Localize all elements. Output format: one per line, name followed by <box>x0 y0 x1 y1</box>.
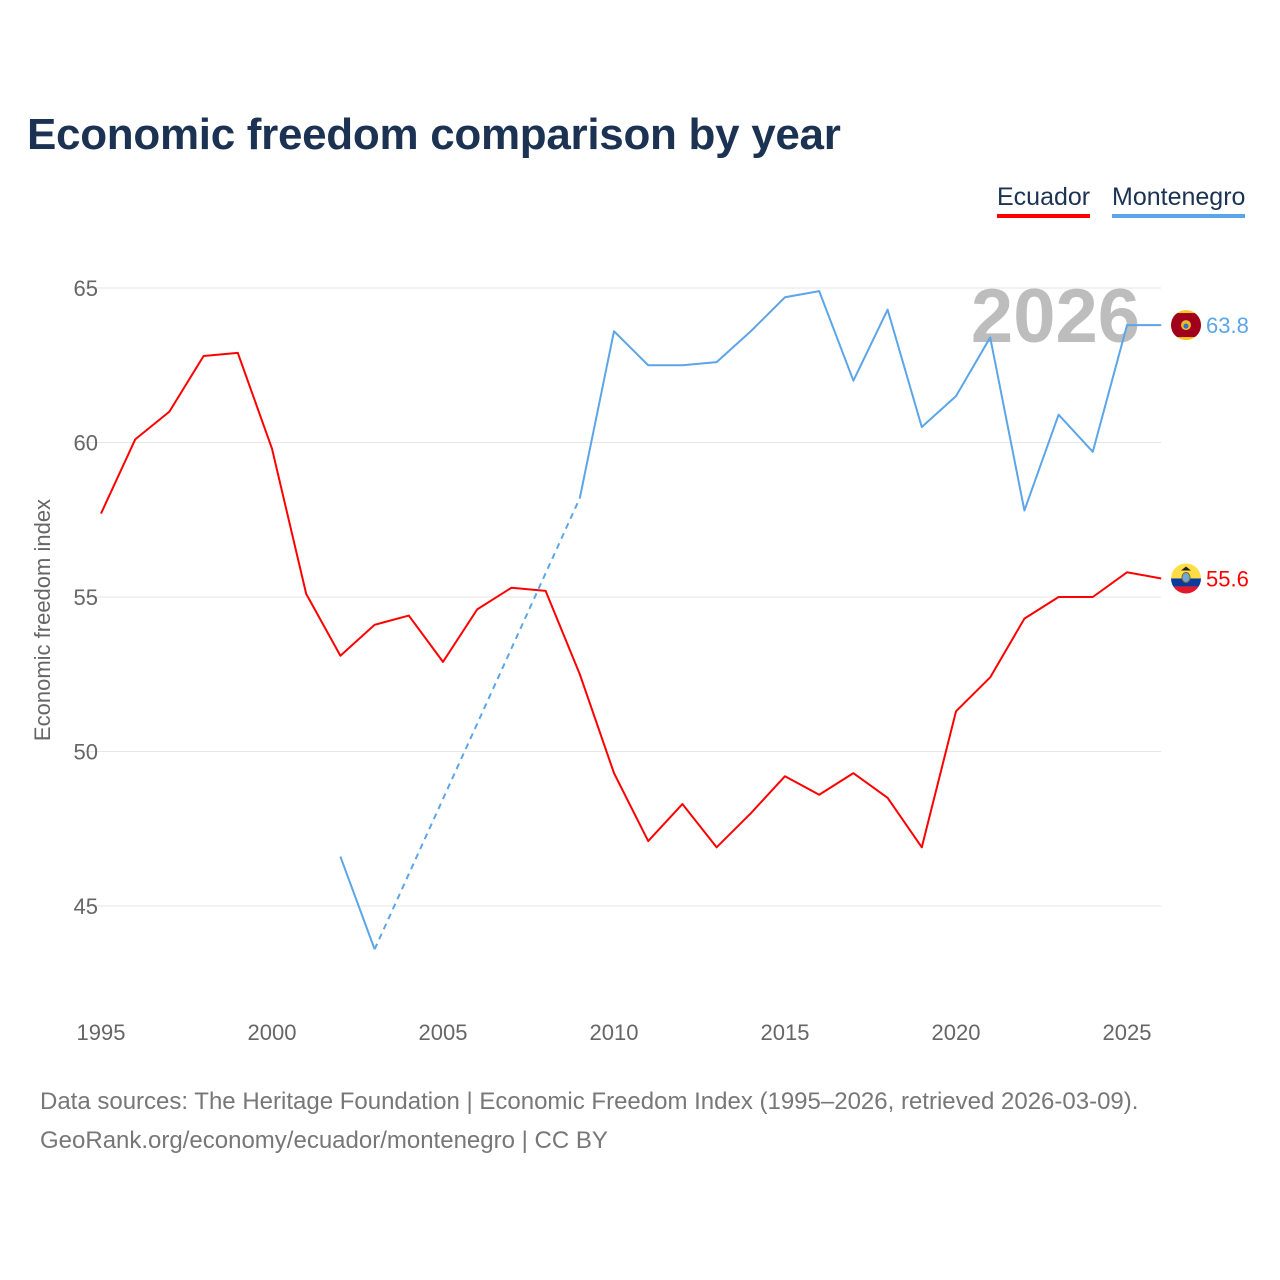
y-tick-label: 55 <box>74 585 98 610</box>
ecuador-point <box>782 773 788 779</box>
flag-red <box>1171 586 1201 594</box>
montenegro-point <box>919 424 925 430</box>
ecuador-point <box>406 613 412 619</box>
ecuador-point <box>337 653 343 659</box>
x-tick-label: 2015 <box>761 1020 810 1045</box>
chart-title: Economic freedom comparison by year <box>27 110 841 159</box>
montenegro-point <box>987 334 993 340</box>
ecuador-point <box>372 622 378 628</box>
source-note: Data sources: The Heritage Foundation | … <box>40 1088 1139 1115</box>
ecuador-point <box>1090 594 1096 600</box>
flag-emblem <box>1181 571 1191 583</box>
ecuador-point <box>303 591 309 597</box>
ecuador-point <box>98 511 104 517</box>
ecuador-point <box>1158 575 1164 581</box>
montenegro-line <box>339 856 376 950</box>
montenegro-point <box>850 378 856 384</box>
ecuador-point <box>474 606 480 612</box>
montenegro-point <box>1158 322 1164 328</box>
montenegro-point <box>1124 322 1130 328</box>
montenegro-flag-icon <box>1171 310 1201 341</box>
x-tick-label: 2025 <box>1103 1020 1152 1045</box>
source-link[interactable]: GeoRank.org/economy/ecuador/montenegro |… <box>40 1127 608 1154</box>
flag-body <box>1171 310 1201 341</box>
flag-yellow <box>1171 563 1201 579</box>
ecuador-point <box>953 708 959 714</box>
ecuador-point <box>1021 616 1027 622</box>
flag-shield <box>1183 323 1189 329</box>
montenegro-point <box>577 495 583 501</box>
flag-body <box>1171 563 1201 594</box>
flag-condor <box>1181 566 1191 571</box>
x-tick-label: 2005 <box>419 1020 468 1045</box>
ecuador-point <box>987 674 993 680</box>
montenegro-point <box>1056 412 1062 418</box>
ecuador-point <box>645 838 651 844</box>
ecuador-point <box>1056 594 1062 600</box>
x-tick-label: 2000 <box>248 1020 297 1045</box>
montenegro-point <box>714 359 720 365</box>
montenegro-point <box>1090 449 1096 455</box>
ecuador-point <box>543 588 549 594</box>
ecuador-point <box>885 795 891 801</box>
montenegro-point <box>885 307 891 313</box>
ecuador-point <box>440 659 446 665</box>
ecuador-end-value: 55.6 <box>1206 566 1249 591</box>
ecuador-point <box>166 409 172 415</box>
ecuador-point <box>201 353 207 359</box>
montenegro-line <box>578 290 1162 512</box>
montenegro-point <box>1021 507 1027 513</box>
montenegro-point <box>645 362 651 368</box>
y-tick-label: 60 <box>74 431 98 456</box>
line-chart: 45 50 55 60 65 1995 2000 2005 2010 2015 2020 2025 Ec… <box>30 274 1249 1045</box>
ecuador-point <box>850 770 856 776</box>
ecuador-point <box>611 770 617 776</box>
x-tick-label: 1995 <box>77 1020 126 1045</box>
ecuador-point <box>679 801 685 807</box>
y-axis-label: Economic freedom index <box>30 499 55 741</box>
montenegro-point <box>372 946 378 952</box>
montenegro-point <box>679 362 685 368</box>
ecuador-point <box>235 350 241 356</box>
y-tick-label: 45 <box>74 894 98 919</box>
ecuador-point <box>816 792 822 798</box>
ecuador-line <box>100 351 1162 849</box>
montenegro-point <box>782 294 788 300</box>
montenegro-gap-line <box>373 497 581 950</box>
montenegro-point <box>611 328 617 334</box>
montenegro-point <box>816 288 822 294</box>
ecuador-point <box>919 844 925 850</box>
ecuador-flag-icon <box>1171 563 1201 594</box>
legend-montenegro[interactable]: Montenegro <box>1112 183 1246 218</box>
montenegro-point <box>337 854 343 860</box>
ecuador-point <box>748 810 754 816</box>
y-tick-label: 65 <box>74 276 98 301</box>
x-tick-label: 2010 <box>590 1020 639 1045</box>
ecuador-point <box>508 585 514 591</box>
montenegro-point <box>953 393 959 399</box>
year-watermark: 2026 <box>971 274 1140 359</box>
ecuador-point <box>269 446 275 452</box>
ecuador-point <box>1124 569 1130 575</box>
y-tick-label: 50 <box>74 740 98 765</box>
ecuador-point <box>577 671 583 677</box>
montenegro-point <box>748 328 754 334</box>
ecuador-point <box>714 844 720 850</box>
x-tick-label: 2020 <box>932 1020 981 1045</box>
ecuador-point <box>132 436 138 442</box>
montenegro-end-value: 63.8 <box>1206 313 1249 338</box>
legend-ecuador[interactable]: Ecuador <box>997 183 1091 218</box>
